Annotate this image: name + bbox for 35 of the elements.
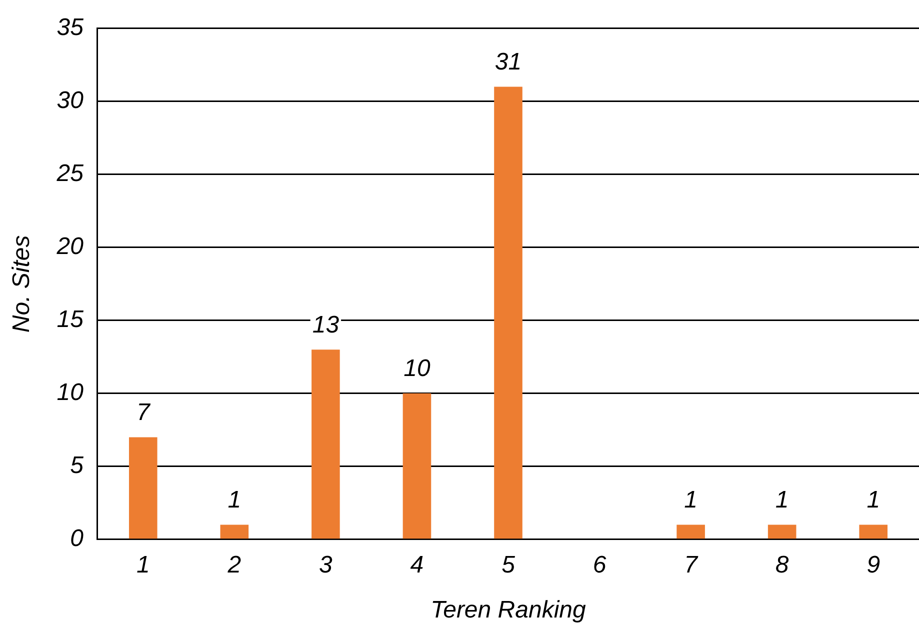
data-label: 13: [312, 311, 340, 338]
data-label: 10: [404, 355, 431, 382]
x-tick-label: 7: [684, 551, 700, 578]
y-tick-label: 5: [70, 452, 84, 480]
bar: [220, 524, 249, 539]
x-tick-label: 3: [319, 551, 334, 578]
y-tick-label: 25: [56, 160, 84, 188]
x-axis-title: Teren Ranking: [430, 596, 587, 624]
data-label: 1: [684, 486, 698, 514]
y-tick-label: 30: [56, 87, 84, 114]
data-label: 1: [228, 486, 242, 514]
bar: [859, 524, 888, 539]
bar: [128, 437, 158, 539]
bar: [676, 524, 705, 539]
data-label: 1: [775, 486, 789, 514]
y-tick-label: 15: [56, 306, 84, 334]
data-label: 31: [494, 48, 522, 76]
x-tick-label: 4: [410, 551, 424, 578]
bar: [402, 393, 432, 539]
y-tick-label: 20: [56, 233, 84, 260]
y-tick-label: 10: [56, 379, 84, 406]
x-tick-label: 2: [226, 551, 242, 578]
x-tick-label: 6: [592, 551, 607, 578]
x-tick-label: 5: [502, 551, 516, 578]
y-axis-title: No. Sites: [8, 235, 36, 333]
y-tick-label: 35: [56, 14, 84, 42]
x-tick-label: 9: [866, 551, 880, 578]
bar: [768, 524, 796, 539]
x-tick-label: 1: [136, 551, 150, 578]
bar: [494, 86, 522, 539]
x-tick-label: 8: [775, 551, 790, 578]
data-label: 7: [136, 398, 152, 426]
y-tick-label: 0: [70, 525, 84, 552]
data-label: 1: [866, 486, 880, 514]
bar: [312, 350, 340, 539]
